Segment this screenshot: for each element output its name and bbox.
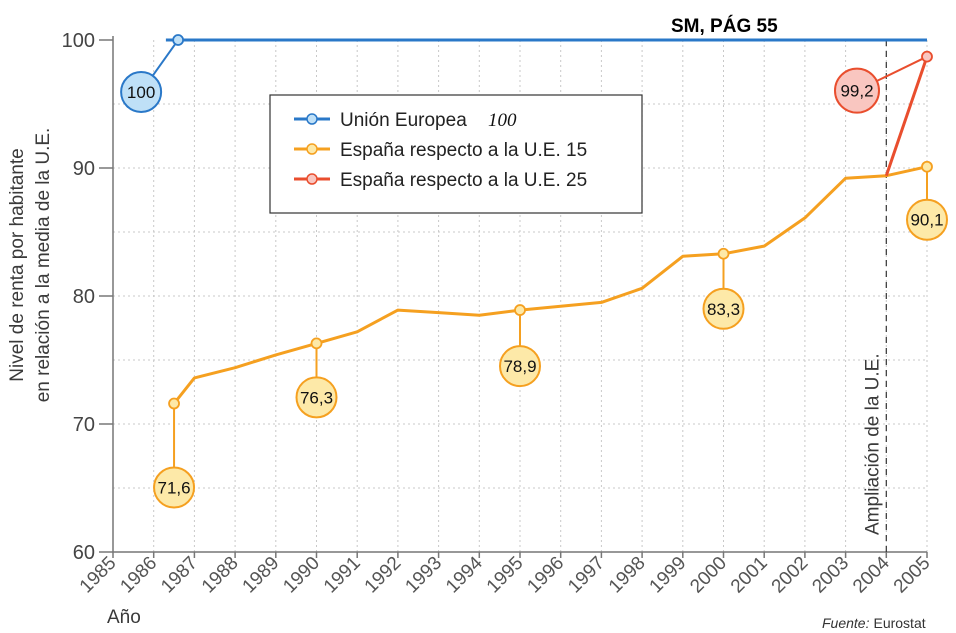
series-line-2	[884, 56, 929, 177]
series-0-point-1	[172, 34, 185, 46]
x-tick-label-1995: 1995	[483, 553, 528, 598]
legend-marker-ue25	[306, 173, 318, 185]
x-tick-label-1989: 1989	[239, 553, 284, 598]
x-tick-label-1994: 1994	[442, 552, 487, 597]
callout-bubble-4	[702, 287, 745, 330]
legend-box	[269, 94, 643, 214]
callout-label-3: 78,9	[503, 357, 536, 376]
x-tick-label-2000: 2000	[686, 553, 731, 598]
callout-bubble-3	[499, 345, 541, 388]
x-tick-label-2003: 2003	[808, 553, 853, 598]
series	[165, 34, 933, 410]
callout-bubble-6	[834, 67, 880, 114]
callout-bubble-1	[153, 466, 196, 509]
callout-label-6: 99,2	[840, 82, 873, 101]
callout-label-0: 100	[127, 83, 155, 102]
callout-bubble-5	[906, 198, 948, 241]
x-tick-label-2005: 2005	[890, 553, 935, 598]
source-value: Eurostat	[873, 615, 925, 631]
y-tick-label-60: 60	[73, 542, 95, 564]
annotations: Ampliación de la U.E.	[862, 40, 887, 552]
series-2-point-1	[921, 50, 933, 63]
y-tick-label-90: 90	[73, 158, 95, 180]
chart-title: SM, PÁG 55	[671, 15, 778, 37]
legend-marker-ue15	[306, 143, 318, 155]
x-tick-label-2002: 2002	[768, 553, 813, 598]
callout-connector-6	[876, 57, 923, 82]
callout-bubble-0	[120, 71, 163, 113]
series-1-point-4	[310, 337, 323, 350]
x-tick-label-2004: 2004	[849, 552, 894, 597]
x-axis-title: Año	[107, 607, 141, 628]
x-tick-label-1996: 1996	[523, 553, 568, 598]
legend-note-ue: 100	[488, 110, 517, 131]
x-tick-label-1997: 1997	[564, 553, 609, 598]
annotation-text-0: Ampliación de la U.E.	[862, 353, 883, 535]
x-tick-label-1991: 1991	[320, 553, 365, 598]
x-tick-label-1990: 1990	[279, 553, 324, 598]
x-tick-label-1987: 1987	[157, 553, 202, 598]
callout-label-2: 76,3	[300, 388, 333, 407]
callout-connector-0	[151, 43, 177, 77]
source-note: Fuente: Eurostat	[822, 615, 926, 631]
x-tick-label-1986: 1986	[116, 553, 161, 598]
callouts: 100 71,6 76,3 78,9 83,3 90,1 99,2	[120, 43, 948, 509]
y-tick-label-100: 100	[62, 30, 95, 52]
series-1-point-19	[921, 160, 933, 173]
callout-label-1: 71,6	[158, 479, 191, 498]
x-tick-label-1988: 1988	[198, 553, 243, 598]
x-tick-label-1999: 1999	[646, 553, 691, 598]
x-tick-label-2001: 2001	[727, 553, 772, 598]
legend: Unión Europea 100 España respecto a la U…	[269, 94, 643, 214]
x-tick-label-1998: 1998	[605, 553, 650, 598]
y-tick-label-70: 70	[73, 414, 95, 436]
legend-label-ue: Unión Europea	[340, 110, 467, 131]
callout-label-4: 83,3	[707, 300, 740, 319]
series-1-point-14	[717, 247, 730, 260]
y-tick-label-80: 80	[73, 286, 95, 308]
x-tick-label-1992: 1992	[361, 553, 406, 598]
source-label: Fuente:	[822, 615, 870, 631]
callout-label-5: 90,1	[910, 211, 943, 230]
callout-bubble-2	[295, 376, 338, 419]
series-line-1	[172, 165, 928, 405]
legend-label-ue15: España respecto a la U.E. 15	[340, 140, 587, 161]
axes: 6070809010019851986198719881989199019911…	[62, 30, 935, 597]
y-axis-title: Nivel de renta por habitante en relación…	[7, 128, 54, 403]
series-1-point-9	[514, 304, 526, 316]
y-axis-title-line-2: en relación a la media de la U.E.	[33, 128, 54, 403]
legend-marker-ue	[306, 113, 318, 125]
series-1-point-0	[168, 397, 180, 410]
legend-label-ue25: España respecto a la U.E. 25	[340, 170, 587, 191]
y-axis-title-line-1: Nivel de renta por habitante	[7, 148, 28, 381]
x-tick-label-1993: 1993	[401, 553, 446, 598]
